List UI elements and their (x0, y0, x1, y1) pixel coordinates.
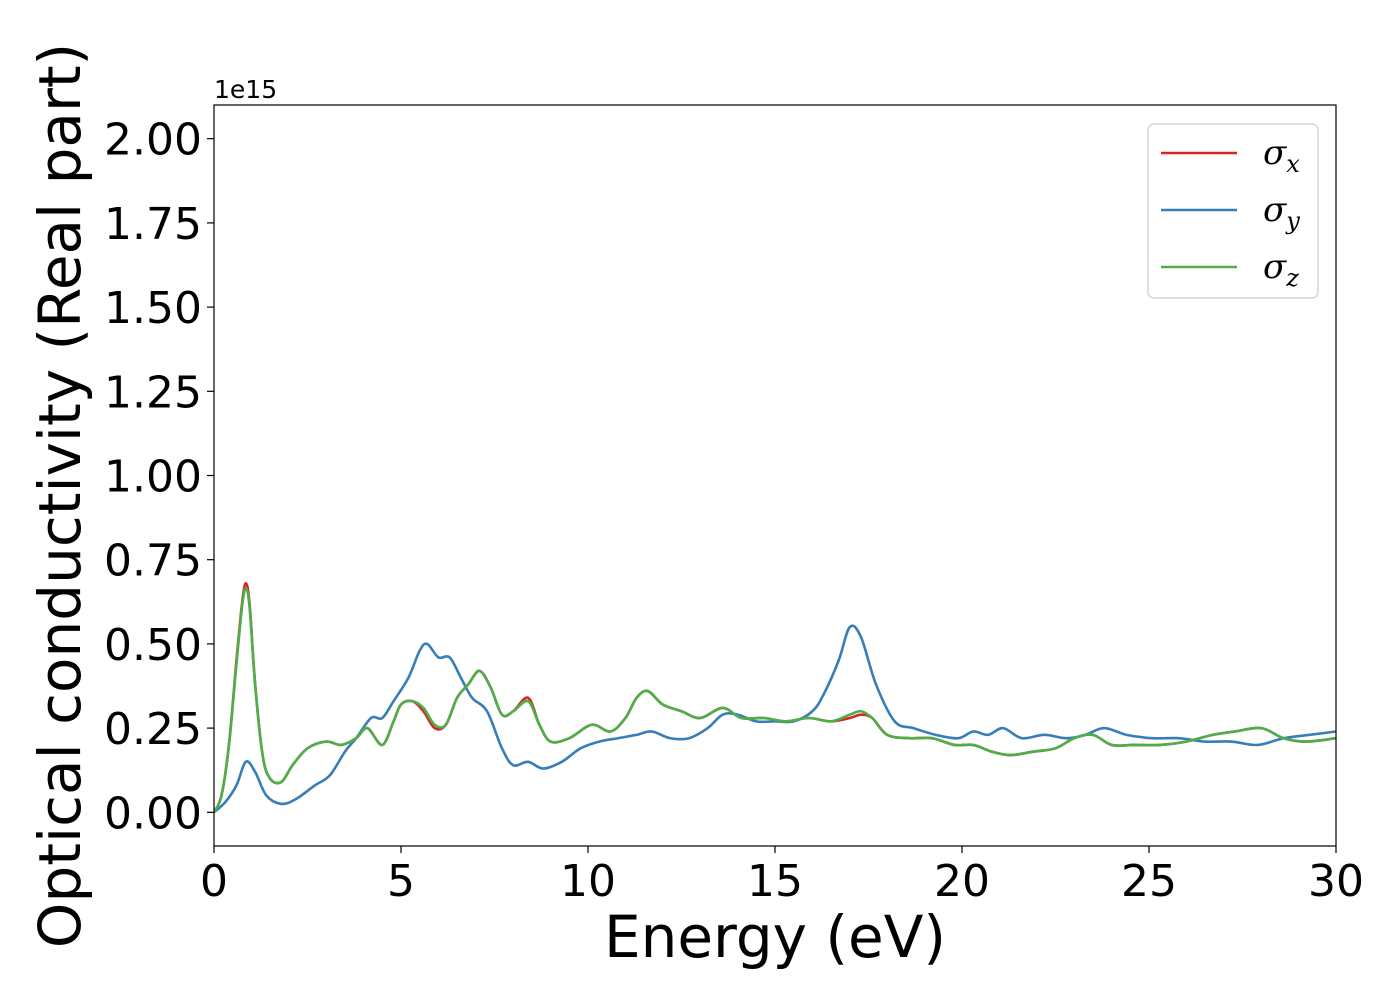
y-tick-label: 1.00 (104, 452, 202, 503)
y-tick-label: 1.75 (104, 199, 202, 250)
y-tick-label: 1.50 (104, 283, 202, 334)
series-line-x (214, 581, 1336, 813)
legend: σx σy σz (1147, 123, 1319, 299)
x-axis-label: Energy (eV) (604, 903, 946, 971)
y-tick-label: 0.75 (104, 536, 202, 587)
x-tick-label: 15 (747, 856, 803, 907)
series-layer (214, 581, 1336, 814)
series-line-z (214, 587, 1336, 813)
y-tick-label: 0.50 (104, 620, 202, 671)
y-tick-label: 1.25 (104, 367, 202, 418)
y-axis-label: Optical conductivity (Real part) (26, 43, 94, 948)
legend-items: σx σy σz (1161, 133, 1300, 292)
x-tick-label: 30 (1308, 856, 1364, 907)
x-tick-label: 10 (560, 856, 616, 907)
legend-label-y: σy (1263, 190, 1300, 235)
y-tick-label: 2.00 (104, 115, 202, 166)
x-tick-label: 0 (200, 856, 228, 907)
legend-label-z: σz (1263, 247, 1299, 292)
y-offset-text: 1e15 (214, 75, 277, 104)
x-tick-label: 20 (934, 856, 990, 907)
x-axis-ticks: 0 5 10 15 20 25 30 (200, 846, 1364, 907)
y-axis-ticks: 0.00 0.25 0.50 0.75 1.00 1.25 1.50 1.75 2.00 (104, 115, 214, 839)
x-tick-label: 5 (387, 856, 415, 907)
legend-label-x: σx (1263, 133, 1300, 178)
x-tick-label: 25 (1121, 856, 1177, 907)
y-tick-label: 0.25 (104, 704, 202, 755)
y-tick-label: 0.00 (104, 788, 202, 839)
